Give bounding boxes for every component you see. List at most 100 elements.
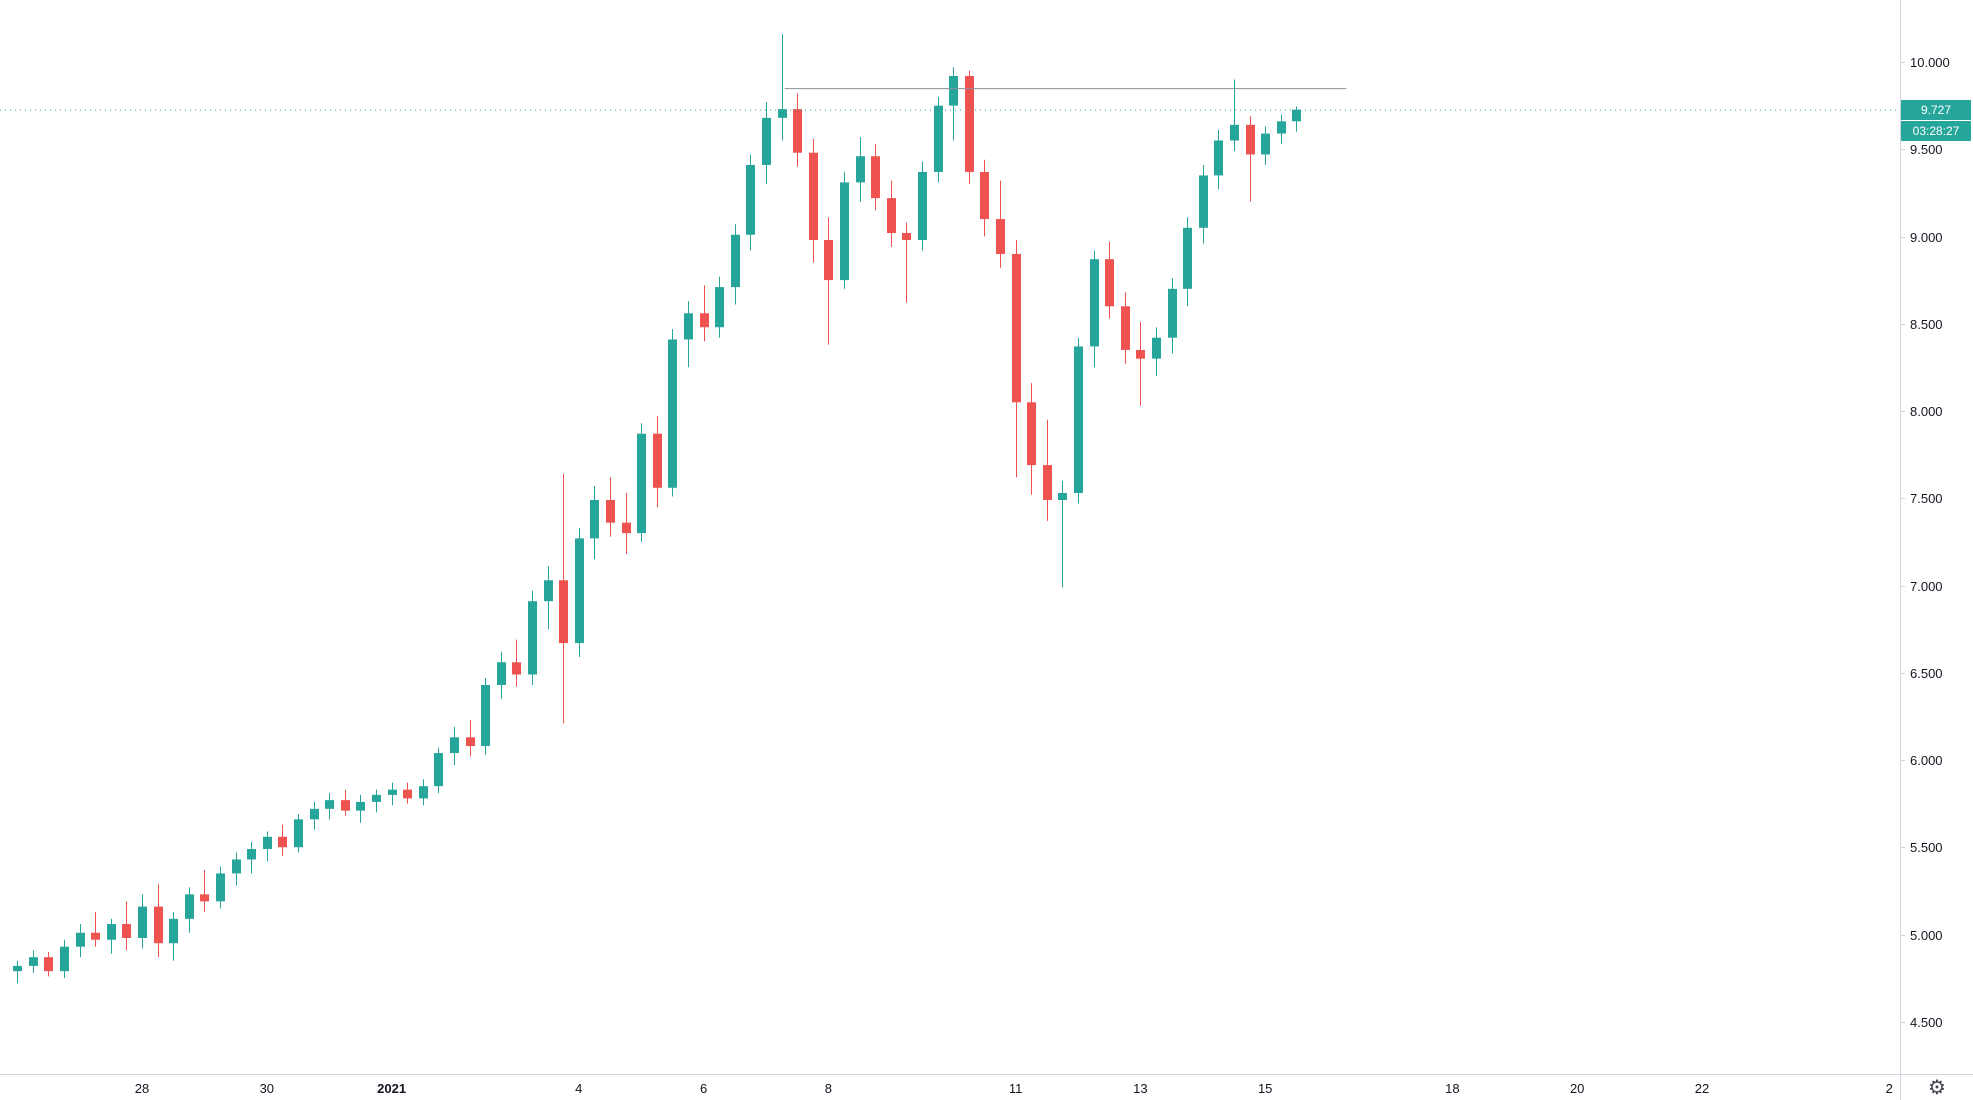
candle-body: [902, 233, 911, 240]
candle[interactable]: [637, 423, 646, 542]
candle[interactable]: [29, 950, 38, 973]
candle[interactable]: [778, 34, 787, 141]
candle[interactable]: [793, 93, 802, 167]
candle[interactable]: [965, 70, 974, 185]
candle[interactable]: [856, 137, 865, 202]
candle[interactable]: [13, 960, 22, 984]
candle[interactable]: [622, 493, 631, 555]
candle[interactable]: [263, 831, 272, 862]
candle[interactable]: [310, 801, 319, 830]
candle[interactable]: [934, 96, 943, 183]
candle-body: [122, 924, 131, 938]
time-axis[interactable]: 28 30 2021 4 6 8 11 13 15 18 20 22 2: [0, 1074, 1973, 1097]
candle[interactable]: [746, 154, 755, 251]
candle[interactable]: [169, 911, 178, 961]
candle[interactable]: [1246, 116, 1255, 202]
candle[interactable]: [154, 883, 163, 958]
candle[interactable]: [341, 789, 350, 816]
candle[interactable]: [824, 217, 833, 345]
candle[interactable]: [1090, 250, 1099, 368]
candle[interactable]: [1152, 327, 1161, 377]
candle[interactable]: [996, 180, 1005, 268]
candle[interactable]: [528, 590, 537, 685]
candle[interactable]: [1230, 79, 1239, 151]
candle[interactable]: [1214, 130, 1223, 190]
candle[interactable]: [44, 951, 53, 977]
candle[interactable]: [185, 887, 194, 933]
candle[interactable]: [138, 894, 147, 949]
candle[interactable]: [887, 180, 896, 247]
candle-body: [1292, 109, 1301, 122]
candle[interactable]: [1183, 217, 1192, 307]
candle[interactable]: [232, 852, 241, 886]
candle[interactable]: [1058, 480, 1067, 588]
candle-body: [216, 873, 225, 902]
candle[interactable]: [1121, 292, 1130, 364]
candle[interactable]: [871, 144, 880, 211]
candle[interactable]: [918, 161, 927, 251]
candle[interactable]: [840, 171, 849, 289]
candle[interactable]: [107, 918, 116, 954]
candle[interactable]: [466, 719, 475, 757]
candle[interactable]: [388, 782, 397, 806]
candle[interactable]: [1043, 419, 1052, 521]
candle-series[interactable]: [13, 34, 1301, 984]
candle[interactable]: [372, 789, 381, 813]
price-tick-label: 5.500: [1910, 840, 1943, 855]
candle[interactable]: [653, 416, 662, 507]
candle[interactable]: [122, 901, 131, 951]
settings-gear-icon[interactable]: ⚙: [1928, 1076, 1946, 1099]
candle[interactable]: [700, 285, 709, 342]
candle[interactable]: [294, 814, 303, 853]
candle[interactable]: [575, 527, 584, 658]
candle[interactable]: [1292, 106, 1301, 132]
candle[interactable]: [325, 793, 334, 820]
candle[interactable]: [762, 102, 771, 185]
candle[interactable]: [559, 473, 568, 724]
candle[interactable]: [247, 842, 256, 874]
candle-body: [481, 684, 490, 747]
candle-body: [715, 287, 724, 328]
candle[interactable]: [76, 924, 85, 958]
candle[interactable]: [278, 824, 287, 856]
candle[interactable]: [60, 939, 69, 979]
price-axis[interactable]: 10.000 9.500 9.000 8.500 8.000 7.500 7.000 6.50…: [1900, 0, 1950, 1100]
candle[interactable]: [419, 779, 428, 806]
candle-body: [232, 859, 241, 874]
candle[interactable]: [544, 566, 553, 630]
candle[interactable]: [512, 639, 521, 687]
candle[interactable]: [1277, 114, 1286, 145]
candle[interactable]: [949, 67, 958, 141]
candle[interactable]: [902, 222, 911, 303]
candle[interactable]: [356, 794, 365, 823]
candle[interactable]: [606, 477, 615, 537]
candle[interactable]: [1074, 337, 1083, 504]
candle-body: [965, 75, 974, 172]
candle[interactable]: [684, 301, 693, 368]
time-tick-label: 11: [1009, 1081, 1023, 1096]
candle[interactable]: [668, 328, 677, 497]
candle[interactable]: [450, 726, 459, 766]
candle[interactable]: [1168, 278, 1177, 354]
candle-body: [403, 789, 412, 799]
candle[interactable]: [434, 747, 443, 794]
candle[interactable]: [1199, 164, 1208, 244]
candle[interactable]: [1012, 239, 1021, 478]
candle[interactable]: [731, 224, 740, 305]
candle[interactable]: [1105, 241, 1114, 319]
candle[interactable]: [809, 138, 818, 263]
price-tick-label: 6.000: [1910, 753, 1943, 768]
candle[interactable]: [715, 276, 724, 338]
candle[interactable]: [590, 486, 599, 560]
candle[interactable]: [91, 911, 100, 947]
candle[interactable]: [200, 869, 209, 912]
candle[interactable]: [497, 651, 506, 699]
candle[interactable]: [216, 866, 225, 909]
candle[interactable]: [481, 677, 490, 755]
candle[interactable]: [1261, 126, 1270, 165]
candle[interactable]: [980, 159, 989, 237]
candle[interactable]: [1136, 322, 1145, 406]
candle[interactable]: [1027, 383, 1036, 495]
candle[interactable]: [403, 782, 412, 804]
